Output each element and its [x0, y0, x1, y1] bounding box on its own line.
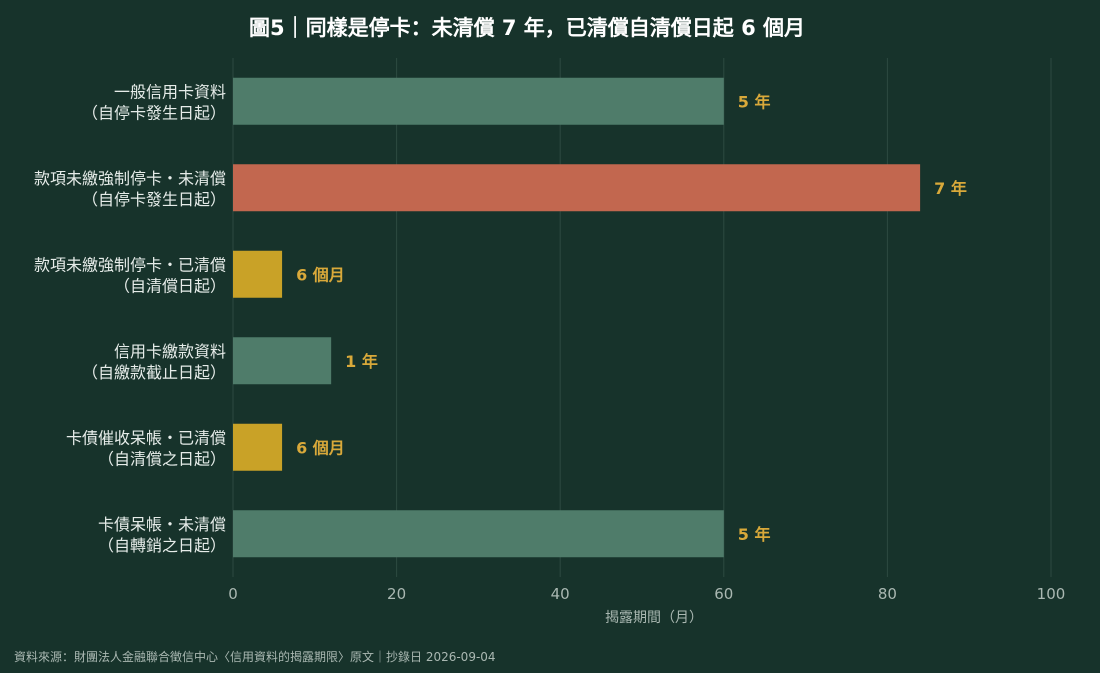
category-label-line2: （自清償日起）	[114, 276, 226, 295]
bar	[233, 423, 283, 471]
x-tick-label: 80	[878, 585, 897, 603]
x-tick-label: 20	[387, 585, 406, 603]
category-label-line2: （自停卡發生日起）	[82, 190, 226, 209]
bar	[233, 337, 332, 385]
bars	[233, 77, 921, 558]
category-label-line1: 卡債呆帳・未清償	[98, 515, 226, 534]
data-labels: 5 年 7 年 6 個月 1 年 6 個月 5 年	[296, 92, 967, 544]
x-tick-label: 100	[1037, 585, 1066, 603]
x-tick-label: 0	[228, 585, 238, 603]
category-label-line2: （自清償之日起）	[98, 449, 226, 468]
x-tick-label: 60	[714, 585, 733, 603]
category-labels: 一般信用卡資料 （自停卡發生日起） 款項未繳強制停卡・未清償 （自停卡發生日起） 款項未…	[34, 82, 226, 555]
category-label-line1: 款項未繳強制停卡・已清償	[34, 255, 226, 274]
data-label: 7 年	[934, 179, 967, 198]
data-label: 6 個月	[296, 438, 345, 457]
bar	[233, 510, 724, 558]
x-tick-labels: 0 20 40 60 80 100	[228, 585, 1065, 603]
bar	[233, 250, 283, 298]
data-label: 5 年	[738, 92, 771, 111]
category-label-line2: （自轉銷之日起）	[98, 536, 226, 555]
gridlines	[232, 58, 1052, 577]
chart-title: 圖5｜同樣是停卡：未清償 7 年，已清償自清償日起 6 個月	[249, 16, 805, 40]
bar	[233, 164, 921, 212]
category-label-line1: 款項未繳強制停卡・未清償	[34, 169, 226, 188]
category-label-line2: （自繳款截止日起）	[82, 363, 226, 382]
x-axis-label: 揭露期間（月）	[605, 610, 703, 626]
data-label: 6 個月	[296, 265, 345, 284]
category-label-line1: 一般信用卡資料	[114, 82, 226, 101]
x-tick-label: 40	[551, 585, 570, 603]
category-label-line1: 信用卡繳款資料	[114, 342, 226, 361]
category-label-line2: （自停卡發生日起）	[82, 103, 226, 122]
bar	[233, 77, 724, 125]
source-note: 資料來源：財團法人金融聯合徵信中心〈信用資料的揭露期限〉原文｜抄錄日 2026-…	[14, 649, 496, 664]
category-label-line1: 卡債催收呆帳・已清償	[66, 428, 226, 447]
data-label: 5 年	[738, 525, 771, 544]
data-label: 1 年	[345, 352, 378, 371]
